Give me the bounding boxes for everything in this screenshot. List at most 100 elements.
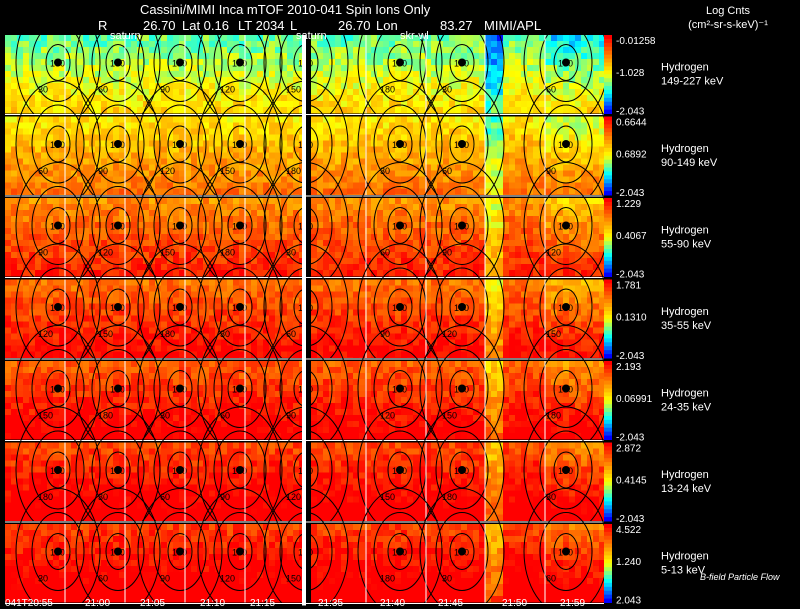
heat-cell: [269, 270, 275, 276]
heat-cell: [545, 83, 551, 89]
heat-cell: [221, 53, 227, 59]
heat-cell: [437, 107, 443, 113]
heat-cell: [599, 113, 604, 114]
heat-cell: [155, 152, 161, 159]
heat-cell: [467, 47, 473, 53]
heat-cell: [41, 47, 47, 53]
heat-cell: [359, 258, 365, 264]
heat-cell: [191, 140, 197, 147]
heat-cell: [65, 107, 71, 113]
heat-cell: [419, 234, 425, 240]
heat-cell: [23, 216, 29, 222]
heat-cell: [587, 216, 593, 222]
heat-cell: [533, 35, 539, 41]
heat-cell: [161, 176, 167, 183]
heat-cell: [191, 41, 197, 47]
heat-cell: [419, 194, 425, 195]
heat-cell: [71, 210, 77, 216]
heat-cell: [29, 77, 35, 83]
heat-cell: [179, 71, 185, 77]
heat-cell: [317, 264, 323, 270]
heat-cell: [53, 170, 59, 177]
heat-cell: [245, 279, 251, 286]
heat-cell: [533, 204, 539, 210]
heat-cell: [293, 188, 299, 195]
heat-cell: [467, 297, 473, 304]
heat-cell: [479, 182, 485, 189]
heat-cell: [401, 176, 407, 183]
heat-cell: [53, 47, 59, 53]
heat-cell: [407, 71, 413, 77]
heat-cell: [263, 258, 269, 264]
heat-cell: [41, 71, 47, 77]
heat-cell: [71, 65, 77, 71]
heat-cell: [599, 303, 604, 310]
heat-cell: [383, 234, 389, 240]
heat-cell: [497, 303, 503, 310]
heat-cell: [467, 264, 473, 270]
heat-cell: [77, 276, 83, 277]
heat-cell: [479, 77, 485, 83]
heat-cell: [581, 234, 587, 240]
heat-cell: [467, 35, 473, 41]
heat-cell: [479, 71, 485, 77]
heat-cell: [599, 95, 604, 101]
heat-cell: [137, 228, 143, 234]
heat-cell: [167, 89, 173, 95]
heat-cell: [83, 194, 89, 195]
heat-cell: [251, 95, 257, 101]
contour-label: 30: [442, 84, 452, 94]
heat-cell: [269, 116, 275, 123]
heat-cell: [215, 35, 221, 41]
heat-cell: [485, 89, 491, 95]
heat-cell: [509, 113, 515, 114]
heat-cell: [341, 285, 347, 292]
heat-cell: [431, 101, 437, 107]
heat-cell: [371, 170, 377, 177]
heat-cell: [221, 228, 227, 234]
heat-cell: [401, 279, 407, 286]
heat-cell: [497, 89, 503, 95]
heat-cell: [41, 258, 47, 264]
heat-cell: [209, 170, 215, 177]
heat-cell: [215, 216, 221, 222]
heat-cell: [41, 152, 47, 159]
heat-cell: [359, 122, 365, 129]
heat-cell: [173, 194, 179, 195]
heat-cell: [539, 47, 545, 53]
heat-cell: [593, 210, 599, 216]
heat-cell: [233, 176, 239, 183]
heat-cell: [593, 128, 599, 135]
heat-cell: [161, 35, 167, 41]
colorbar-cell: [604, 159, 612, 165]
heat-cell: [197, 188, 203, 195]
heat-cell: [29, 188, 35, 195]
heat-cell: [569, 101, 575, 107]
heat-cell: [353, 309, 359, 316]
heat-cell: [47, 53, 53, 59]
heat-cell: [41, 188, 47, 195]
heat-cell: [173, 59, 179, 65]
heat-cell: [329, 107, 335, 113]
heat-cell: [41, 182, 47, 189]
heat-cell: [23, 252, 29, 258]
heat-cell: [473, 35, 479, 41]
heat-cell: [491, 309, 497, 316]
heat-cell: [47, 291, 53, 298]
heat-cell: [23, 59, 29, 65]
heat-cell: [227, 71, 233, 77]
heat-cell: [245, 47, 251, 53]
heat-cell: [47, 152, 53, 159]
heat-cell: [575, 116, 581, 123]
heat-cell: [167, 264, 173, 270]
heat-cell: [527, 35, 533, 41]
heat-cell: [185, 276, 191, 277]
heat-cell: [167, 194, 173, 195]
heat-cell: [233, 65, 239, 71]
heat-cell: [275, 246, 281, 252]
heat-cell: [221, 95, 227, 101]
heat-cell: [227, 122, 233, 129]
heat-cell: [551, 71, 557, 77]
heat-cell: [311, 234, 317, 240]
heat-cell: [557, 107, 563, 113]
